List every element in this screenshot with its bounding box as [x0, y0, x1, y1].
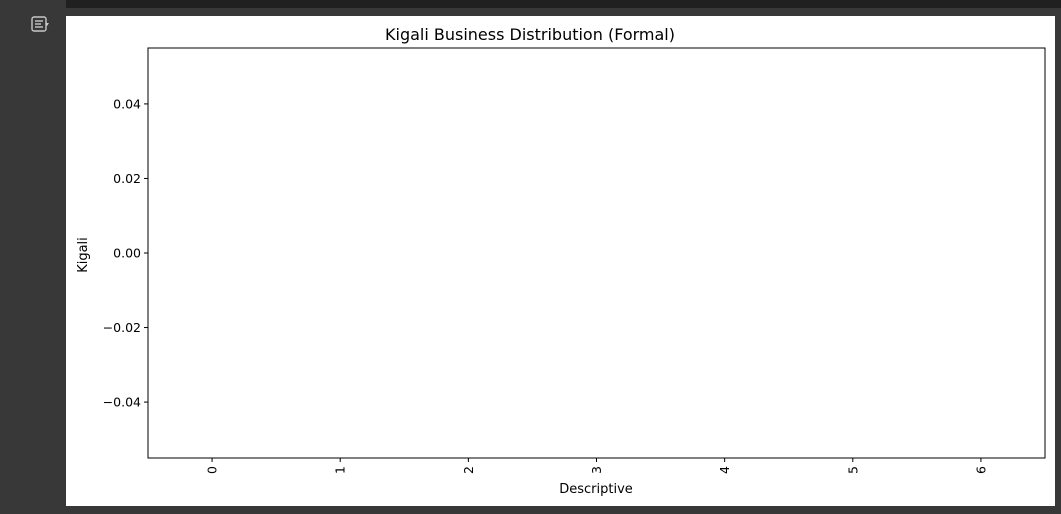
- x-tick-label: 2: [461, 466, 476, 474]
- x-tick-label: 4: [717, 466, 732, 474]
- y-axis-label: Kigali: [76, 237, 91, 273]
- bar-chart: Kigali Business Distribution (Formal) 0.…: [76, 25, 1046, 497]
- top-bar: [20, 0, 1061, 8]
- y-tick-label: 0.04: [113, 96, 141, 111]
- output-collapse-icon[interactable]: [28, 13, 52, 37]
- y-tick-label: 0.00: [113, 246, 141, 261]
- y-tick-label: 0.02: [113, 171, 141, 186]
- x-tick-label: 3: [589, 466, 604, 474]
- output-collapse-icon-svg: [31, 16, 49, 32]
- y-tick-label: −0.04: [103, 395, 141, 410]
- plot-area: [147, 47, 1046, 459]
- cell-gutter: [0, 0, 66, 514]
- x-axis-label: Descriptive: [559, 482, 633, 497]
- x-tick-label: 6: [973, 466, 988, 474]
- chart-title: Kigali Business Distribution (Formal): [385, 25, 675, 44]
- bottom-strip: [0, 506, 1061, 514]
- x-tick-label: 0: [205, 466, 220, 474]
- x-tick-label: 5: [845, 466, 860, 474]
- cell-output: Kigali Business Distribution (Formal) 0.…: [66, 16, 1055, 506]
- x-axis-ticks: 0 1 2 3 4 5 6: [205, 458, 988, 474]
- x-tick-label: 1: [333, 466, 348, 474]
- y-tick-label: −0.02: [103, 320, 141, 335]
- y-axis-ticks: 0.04 0.02 0.00 −0.02 −0.04: [103, 96, 148, 410]
